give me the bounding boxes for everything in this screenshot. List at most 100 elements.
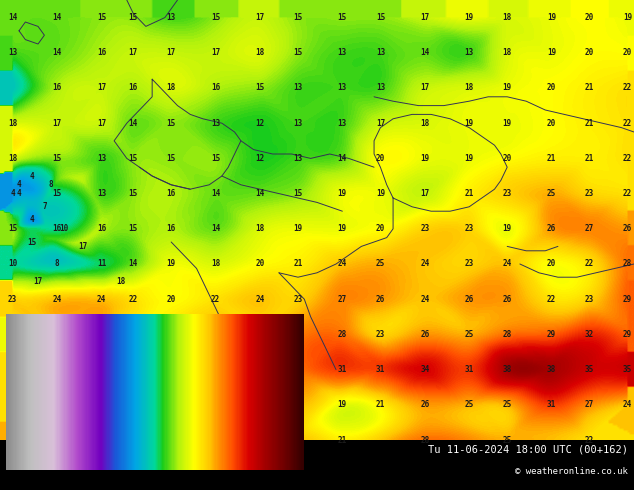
Text: 22: 22 xyxy=(211,294,220,304)
Text: 12: 12 xyxy=(256,154,264,163)
Text: 21: 21 xyxy=(547,154,556,163)
Text: 19: 19 xyxy=(420,154,429,163)
Text: 23: 23 xyxy=(503,189,512,198)
Text: 20: 20 xyxy=(585,49,594,57)
Text: 4: 4 xyxy=(10,189,15,198)
Text: 25: 25 xyxy=(376,260,385,269)
Text: 19: 19 xyxy=(465,119,474,128)
Text: 25: 25 xyxy=(503,436,512,444)
Text: 14: 14 xyxy=(211,224,220,233)
Text: 15: 15 xyxy=(294,13,302,22)
Text: 27: 27 xyxy=(294,330,302,339)
Text: 28: 28 xyxy=(503,330,512,339)
Text: 35: 35 xyxy=(585,365,594,374)
Text: 16: 16 xyxy=(97,49,106,57)
Text: 20: 20 xyxy=(503,154,512,163)
Text: 24: 24 xyxy=(211,330,220,339)
Text: 26: 26 xyxy=(420,400,429,409)
Text: 18: 18 xyxy=(116,277,125,286)
Text: 19: 19 xyxy=(8,330,17,339)
Text: 4: 4 xyxy=(29,216,34,224)
Text: 24: 24 xyxy=(420,260,429,269)
Text: 31: 31 xyxy=(465,365,474,374)
Text: 11: 11 xyxy=(97,260,106,269)
Text: 13: 13 xyxy=(338,119,347,128)
Text: 15: 15 xyxy=(53,154,61,163)
Text: 16: 16 xyxy=(53,83,61,93)
Text: 22: 22 xyxy=(547,294,556,304)
Text: 17: 17 xyxy=(420,13,429,22)
Text: 24: 24 xyxy=(294,400,302,409)
Text: 18: 18 xyxy=(8,119,17,128)
Text: 15: 15 xyxy=(211,13,220,22)
Text: 25: 25 xyxy=(211,400,220,409)
Text: 20: 20 xyxy=(256,260,264,269)
Text: 19: 19 xyxy=(338,224,347,233)
Text: 18: 18 xyxy=(420,119,429,128)
Text: 26: 26 xyxy=(420,330,429,339)
Text: 17: 17 xyxy=(78,242,87,251)
Text: 25: 25 xyxy=(8,436,17,444)
Text: 22: 22 xyxy=(167,330,176,339)
Text: 25: 25 xyxy=(97,436,106,444)
Text: 21: 21 xyxy=(585,119,594,128)
Text: 23: 23 xyxy=(53,330,61,339)
Text: 17: 17 xyxy=(256,13,264,22)
Text: 17: 17 xyxy=(256,400,264,409)
Text: 13: 13 xyxy=(97,189,106,198)
Text: 18: 18 xyxy=(167,83,176,93)
Text: 19: 19 xyxy=(294,224,302,233)
Text: 19: 19 xyxy=(465,154,474,163)
Text: 14: 14 xyxy=(256,189,264,198)
Text: Tu 11-06-2024 18:00 UTC (00+162): Tu 11-06-2024 18:00 UTC (00+162) xyxy=(428,444,628,454)
Text: 26: 26 xyxy=(547,224,556,233)
Text: 23: 23 xyxy=(8,294,17,304)
Text: 10: 10 xyxy=(8,260,17,269)
Text: 13: 13 xyxy=(167,13,176,22)
Text: 13: 13 xyxy=(211,119,220,128)
Text: 19: 19 xyxy=(167,260,176,269)
Text: 26: 26 xyxy=(256,365,264,374)
Text: 14: 14 xyxy=(211,189,220,198)
Text: 15: 15 xyxy=(338,13,347,22)
Text: 23: 23 xyxy=(465,224,474,233)
Text: 17: 17 xyxy=(97,119,106,128)
Text: 8: 8 xyxy=(55,260,60,269)
Text: 23: 23 xyxy=(376,330,385,339)
Text: 25: 25 xyxy=(53,365,61,374)
Text: 27: 27 xyxy=(585,224,594,233)
Text: 24: 24 xyxy=(294,436,302,444)
Text: 12: 12 xyxy=(256,119,264,128)
Text: 14: 14 xyxy=(338,154,347,163)
Text: 18: 18 xyxy=(503,49,512,57)
Text: 15: 15 xyxy=(8,224,17,233)
Text: 19: 19 xyxy=(465,13,474,22)
Text: 28: 28 xyxy=(420,436,429,444)
Text: 13: 13 xyxy=(465,49,474,57)
Text: 24: 24 xyxy=(53,294,61,304)
Text: 4: 4 xyxy=(16,189,22,198)
Text: 16: 16 xyxy=(211,83,220,93)
Text: 25: 25 xyxy=(53,400,61,409)
Text: 18: 18 xyxy=(503,13,512,22)
Text: 13: 13 xyxy=(376,49,385,57)
Text: © weatheronline.co.uk: © weatheronline.co.uk xyxy=(515,466,628,475)
Text: 18: 18 xyxy=(465,83,474,93)
Text: Temperature (2m) [°C] ECMWF: Temperature (2m) [°C] ECMWF xyxy=(6,444,175,454)
Text: 17: 17 xyxy=(97,83,106,93)
Text: 23: 23 xyxy=(294,294,302,304)
Text: 25: 25 xyxy=(465,330,474,339)
Text: 16: 16 xyxy=(167,189,176,198)
Text: 20: 20 xyxy=(547,260,556,269)
Text: 21: 21 xyxy=(211,365,220,374)
Text: 18: 18 xyxy=(8,154,17,163)
Text: 20: 20 xyxy=(376,154,385,163)
Text: 32: 32 xyxy=(585,330,594,339)
Text: 25: 25 xyxy=(503,400,512,409)
Text: 29: 29 xyxy=(623,294,632,304)
Text: 23: 23 xyxy=(256,330,264,339)
Text: 4: 4 xyxy=(16,180,22,189)
Text: 20: 20 xyxy=(547,119,556,128)
Text: 26: 26 xyxy=(623,224,632,233)
Text: 7: 7 xyxy=(42,202,47,211)
